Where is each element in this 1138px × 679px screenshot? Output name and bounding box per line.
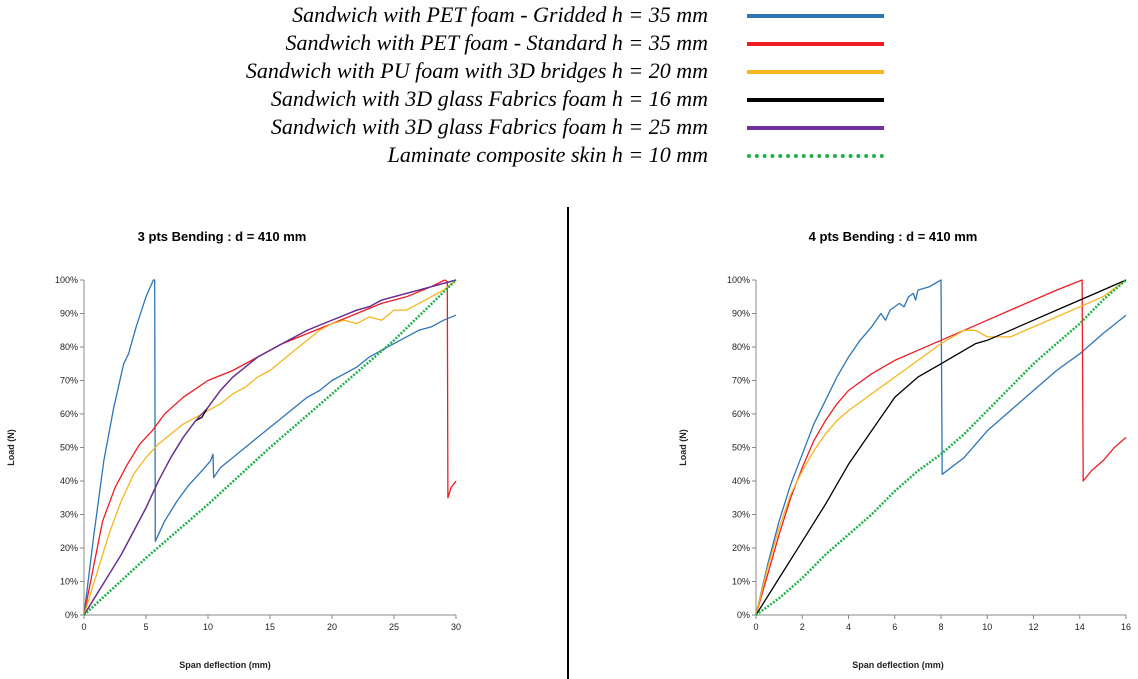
legend-swatch: [747, 154, 884, 158]
y-tick-label: 30%: [60, 510, 78, 520]
x-tick-label: 15: [265, 622, 275, 632]
legend-swatch: [747, 126, 884, 130]
y-tick-label: 80%: [732, 342, 750, 352]
x-tick-label: 12: [1028, 622, 1038, 632]
x-tick-label: 0: [81, 622, 86, 632]
x-tick-label: 14: [1075, 622, 1085, 632]
y-tick-label: 40%: [732, 476, 750, 486]
y-tick-label: 60%: [732, 409, 750, 419]
series-line: [755, 279, 1127, 616]
x-tick-label: 4: [846, 622, 851, 632]
x-tick-label: 16: [1121, 622, 1131, 632]
y-tick-label: 90%: [60, 309, 78, 319]
chart-2: 4 pts Bending : d = 410 mm 0% 10% 20% 30% 40%…: [678, 229, 1131, 670]
y-axis-title: Load (N): [6, 429, 16, 466]
y-tick-label: 0%: [737, 610, 750, 620]
x-tick-label: 25: [389, 622, 399, 632]
legend: Sandwich with PET foam - Gridded h = 35 …: [0, 0, 1138, 190]
y-tick-label: 10%: [60, 577, 78, 587]
legend-label: Sandwich with 3D glass Fabrics foam h = …: [270, 114, 708, 139]
x-tick-label: 10: [203, 622, 213, 632]
y-tick-label: 60%: [60, 409, 78, 419]
x-tick-label: 8: [938, 622, 943, 632]
y-tick-label: 30%: [732, 510, 750, 520]
legend-label: Sandwich with 3D glass Fabrics foam h = …: [270, 86, 708, 111]
x-tick-label: 0: [753, 622, 758, 632]
y-tick-label: 40%: [60, 476, 78, 486]
y-tick-label: 100%: [727, 275, 750, 285]
legend-entry: Sandwich with PET foam - Gridded h = 35 …: [0, 2, 1138, 30]
legend-label: Sandwich with PU foam with 3D bridges h …: [245, 58, 708, 83]
series-line: [83, 279, 457, 616]
y-tick-label: 100%: [55, 275, 78, 285]
series-line: [755, 279, 1127, 616]
legend-entry: Sandwich with 3D glass Fabrics foam h = …: [0, 114, 1138, 142]
legend-swatch: [747, 98, 884, 102]
y-tick-label: 70%: [732, 376, 750, 386]
x-tick-label: 20: [327, 622, 337, 632]
y-tick-label: 70%: [60, 376, 78, 386]
y-tick-label: 90%: [732, 309, 750, 319]
x-tick-label: 2: [800, 622, 805, 632]
y-tick-label: 0%: [65, 610, 78, 620]
legend-swatch: [747, 42, 884, 46]
legend-entry: Sandwich with 3D glass Fabrics foam h = …: [0, 86, 1138, 114]
series-line: [755, 279, 1127, 617]
legend-entry: Sandwich with PET foam - Standard h = 35…: [0, 30, 1138, 58]
y-tick-label: 10%: [732, 577, 750, 587]
x-tick-label: 6: [892, 622, 897, 632]
chart-title: 4 pts Bending : d = 410 mm: [809, 229, 978, 244]
series-line: [755, 279, 1127, 616]
series-line: [83, 279, 457, 616]
chart-title: 3 pts Bending : d = 410 mm: [138, 229, 307, 244]
legend-swatch: [747, 14, 884, 18]
y-tick-label: 80%: [60, 342, 78, 352]
chart-divider: [567, 207, 569, 679]
y-tick-label: 50%: [60, 443, 78, 453]
x-axis-title: Span deflection (mm): [179, 660, 271, 670]
series-line: [83, 279, 457, 616]
y-tick-label: 20%: [732, 543, 750, 553]
x-tick-label: 10: [982, 622, 992, 632]
legend-label: Laminate composite skin h = 10 mm: [387, 142, 708, 167]
x-tick-label: 5: [143, 622, 148, 632]
legend-entry: Sandwich with PU foam with 3D bridges h …: [0, 58, 1138, 86]
x-axis-title: Span deflection (mm): [852, 660, 944, 670]
legend-label: Sandwich with PET foam - Gridded h = 35 …: [292, 2, 708, 27]
y-tick-label: 50%: [732, 443, 750, 453]
series-line: [755, 279, 1127, 616]
legend-swatch: [747, 70, 884, 74]
legend-entry: Laminate composite skin h = 10 mm: [0, 142, 1138, 170]
legend-label: Sandwich with PET foam - Standard h = 35…: [285, 30, 708, 55]
y-axis-title: Load (N): [678, 429, 688, 466]
y-tick-label: 20%: [60, 543, 78, 553]
x-tick-label: 30: [451, 622, 461, 632]
chart-1: 3 pts Bending : d = 410 mm 0% 10% 20% 30% 40%…: [6, 229, 461, 670]
